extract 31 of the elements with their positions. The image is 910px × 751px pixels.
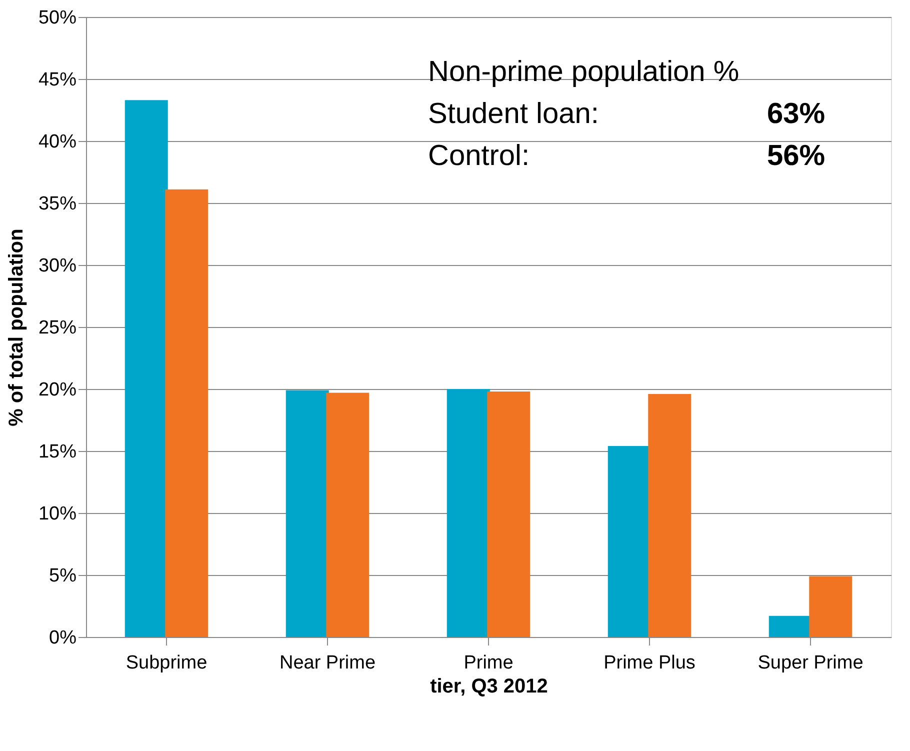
x-tick-label: Super Prime bbox=[758, 652, 864, 674]
annotation: 63% bbox=[766, 98, 826, 130]
annotation: Control: bbox=[428, 140, 530, 172]
x-tick-label: Near Prime bbox=[279, 652, 376, 674]
bar bbox=[326, 392, 370, 637]
bar bbox=[446, 389, 490, 637]
bar bbox=[809, 576, 852, 637]
y-tick-label: 40% bbox=[38, 132, 77, 152]
x-tick-label: Subprime bbox=[126, 652, 208, 674]
y-tick-label: 50% bbox=[38, 8, 77, 28]
y-tick-label: 45% bbox=[38, 70, 77, 90]
bar bbox=[286, 390, 329, 637]
y-tick-label: 10% bbox=[38, 504, 77, 524]
annotation: Student loan: bbox=[428, 98, 599, 130]
x-tick-label: Prime bbox=[464, 652, 514, 674]
y-axis-title: % of total population bbox=[5, 228, 28, 426]
bar bbox=[487, 391, 530, 637]
y-tick-label: 30% bbox=[38, 256, 77, 276]
annotation: Non-prime population % bbox=[428, 56, 740, 88]
y-tick-label: 25% bbox=[38, 318, 77, 338]
x-tick-label: Prime Plus bbox=[604, 652, 696, 674]
bar bbox=[165, 189, 208, 637]
y-tick-label: 0% bbox=[49, 628, 77, 648]
y-tick-label: 15% bbox=[38, 442, 77, 462]
bar bbox=[648, 394, 692, 637]
x-axis-title: tier, Q3 2012 bbox=[430, 676, 548, 698]
bar bbox=[124, 100, 168, 637]
y-tick-label: 35% bbox=[38, 194, 77, 214]
y-tick-label: 5% bbox=[49, 566, 77, 586]
annotation: 56% bbox=[766, 140, 826, 172]
y-tick-label: 20% bbox=[38, 380, 77, 400]
